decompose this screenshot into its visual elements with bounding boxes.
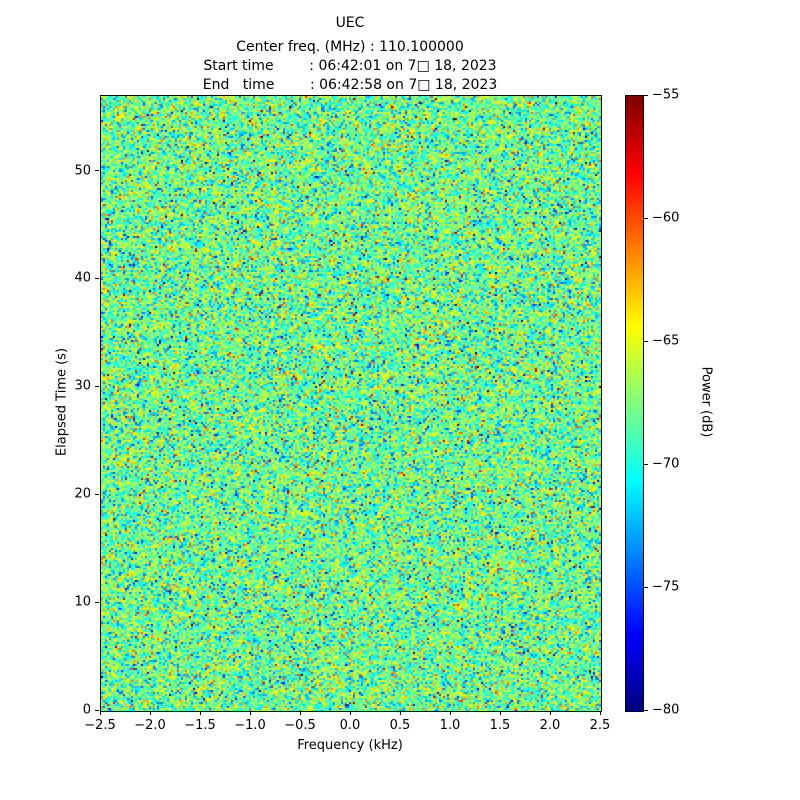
y-tick-mark: [95, 601, 99, 603]
colorbar-tick-label: −55: [652, 87, 680, 103]
x-tick-mark: [299, 711, 301, 715]
colorbar-tick-mark: [644, 586, 648, 588]
y-tick-label: 20: [74, 486, 91, 502]
x-tick-label: 2.5: [589, 718, 611, 733]
x-tick-label: −2.0: [134, 718, 166, 733]
y-tick-label: 0: [82, 702, 91, 718]
x-tick-label: −0.5: [284, 718, 316, 733]
start-time-line: Start time : 06:42:01 on 7□ 18, 2023: [203, 58, 497, 74]
x-tick-mark: [249, 711, 251, 715]
spectrogram-canvas: [101, 96, 601, 711]
x-tick-mark: [199, 711, 201, 715]
end-time-line: End time : 06:42:58 on 7□ 18, 2023: [202, 77, 498, 93]
y-tick-mark: [95, 709, 99, 711]
y-tick-label: 10: [74, 594, 91, 610]
center-freq-line: Center freq. (MHz) : 110.100000: [236, 39, 464, 55]
y-axis-label: Elapsed Time (s): [54, 347, 70, 457]
colorbar-tick-label: −65: [652, 333, 680, 349]
colorbar-tick-label: −70: [652, 456, 680, 472]
x-tick-label: 2.0: [539, 718, 561, 733]
x-tick-label: 0.0: [339, 718, 361, 733]
x-tick-mark: [499, 711, 501, 715]
x-tick-label: −1.5: [184, 718, 216, 733]
colorbar-tick-label: −75: [652, 579, 680, 595]
y-tick-label: 30: [74, 378, 91, 394]
y-tick-label: 40: [74, 270, 91, 286]
y-tick-mark: [95, 493, 99, 495]
colorbar-tick-mark: [644, 217, 648, 219]
x-tick-label: 1.5: [489, 718, 511, 733]
x-tick-mark: [599, 711, 601, 715]
colorbar-canvas: [626, 96, 643, 711]
x-tick-label: 1.0: [439, 718, 461, 733]
colorbar-tick-mark: [644, 463, 648, 465]
colorbar-tick-mark: [644, 340, 648, 342]
x-tick-mark: [449, 711, 451, 715]
y-tick-label: 50: [74, 163, 91, 179]
y-tick-mark: [95, 170, 99, 172]
x-tick-mark: [399, 711, 401, 715]
colorbar-tick-mark: [644, 94, 648, 96]
colorbar-tick-label: −60: [652, 210, 680, 226]
y-tick-mark: [95, 385, 99, 387]
x-tick-label: −2.5: [84, 718, 116, 733]
colorbar-label: Power (dB): [698, 366, 714, 438]
plot-area: [100, 95, 602, 712]
y-tick-mark: [95, 277, 99, 279]
x-tick-label: −1.0: [234, 718, 266, 733]
x-tick-mark: [99, 711, 101, 715]
x-tick-mark: [349, 711, 351, 715]
chart-title: UEC: [335, 15, 365, 31]
colorbar-tick-label: −80: [652, 702, 680, 718]
x-axis-label: Frequency (kHz): [297, 738, 403, 753]
colorbar-tick-mark: [644, 709, 648, 711]
x-tick-mark: [149, 711, 151, 715]
x-tick-label: 0.5: [389, 718, 411, 733]
x-tick-mark: [549, 711, 551, 715]
colorbar: [625, 95, 644, 712]
